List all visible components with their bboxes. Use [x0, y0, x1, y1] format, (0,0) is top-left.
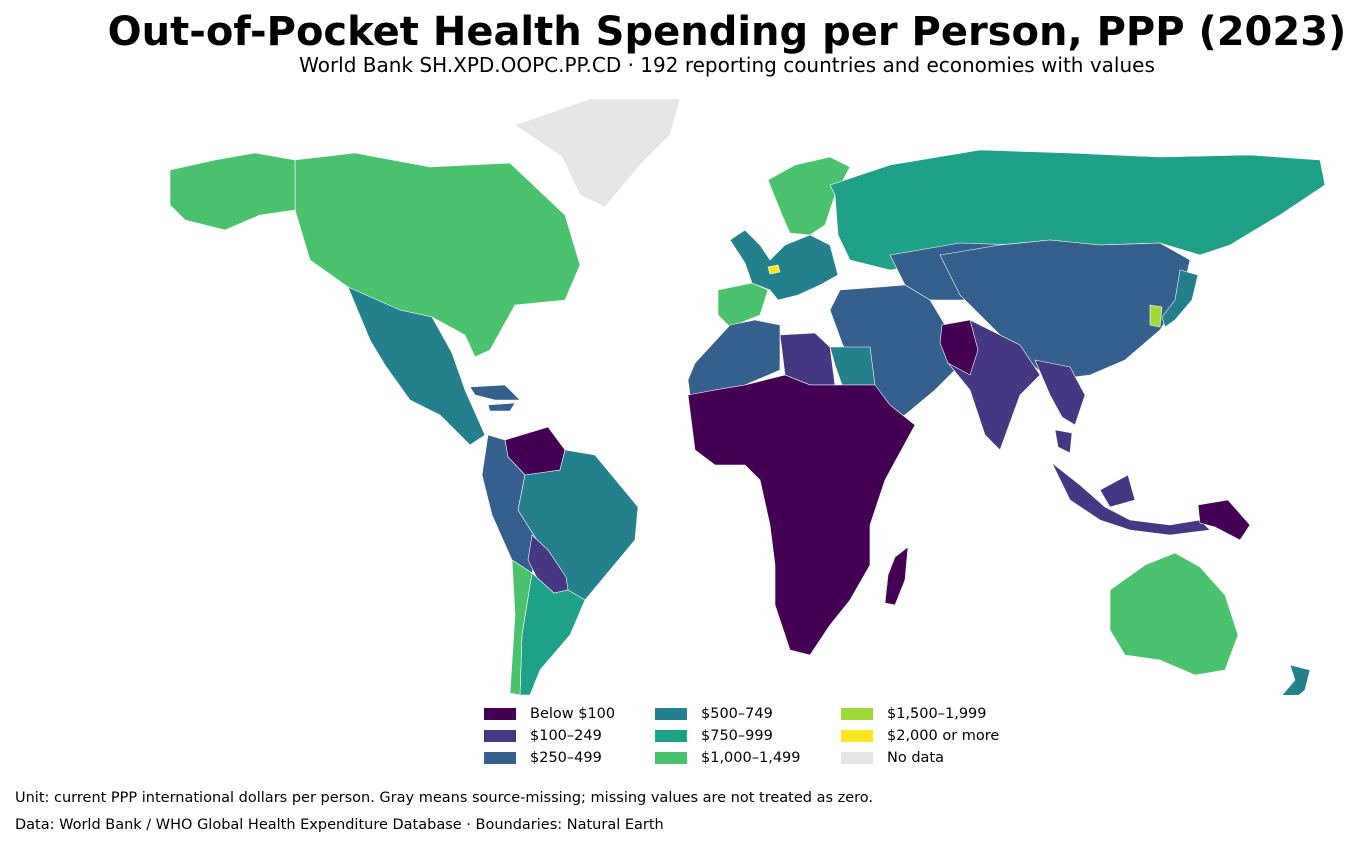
- legend-item: $250–499: [484, 748, 602, 768]
- legend-swatch: [484, 752, 516, 764]
- map-region-switzerland: [767, 264, 781, 275]
- map-region-indonesia: [1051, 462, 1211, 536]
- map-region-papua-new-guinea: [1197, 499, 1251, 541]
- legend-item: $1,500–1,999: [841, 704, 987, 724]
- legend-swatch: [484, 730, 516, 742]
- legend-label: $100–249: [530, 728, 602, 744]
- legend-label: $1,500–1,999: [887, 706, 987, 722]
- legend-swatch: [484, 708, 516, 720]
- legend-swatch: [655, 752, 687, 764]
- map-region-southeast-asia: [1034, 359, 1086, 454]
- map-region-new-zealand: [1281, 664, 1311, 695]
- map-region-japan: [1161, 269, 1199, 328]
- source-note: Data: World Bank / WHO Global Health Exp…: [15, 817, 664, 833]
- map-legend: Below $100 $100–249 $250–499 $500–749 $750–9…: [484, 704, 1044, 770]
- map-region-australia: [1109, 552, 1239, 676]
- map-region-caribbean: [469, 384, 521, 412]
- legend-item: Below $100: [484, 704, 615, 724]
- map-region-western-europe: [729, 229, 839, 301]
- map-region-russia: [829, 149, 1326, 271]
- legend-label: No data: [887, 750, 944, 766]
- map-region-chile: [509, 559, 533, 695]
- legend-item: No data: [841, 748, 944, 768]
- legend-swatch: [655, 730, 687, 742]
- map-title: Out-of-Pocket Health Spending per Person…: [107, 9, 1347, 55]
- map-region-south-korea: [1149, 304, 1163, 328]
- legend-swatch: [841, 752, 873, 764]
- legend-label: $250–499: [530, 750, 602, 766]
- map-region-sub-saharan-africa: [687, 374, 916, 656]
- legend-label: $750–999: [701, 728, 773, 744]
- legend-swatch: [655, 708, 687, 720]
- map-region-egypt: [829, 346, 876, 386]
- map-region-china-mongolia: [939, 239, 1191, 381]
- map-subtitle: World Bank SH.XPD.OOPC.PP.CD · 192 repor…: [299, 53, 1155, 77]
- unit-note: Unit: current PPP international dollars …: [15, 790, 874, 806]
- map-region-northwest-africa: [687, 319, 781, 396]
- map-region-alaska: [170, 152, 296, 231]
- legend-label: $1,000–1,499: [701, 750, 801, 766]
- map-region-greenland: [514, 98, 681, 208]
- legend-item: $1,000–1,499: [655, 748, 801, 768]
- map-region-madagascar: [884, 546, 909, 606]
- legend-swatch: [841, 708, 873, 720]
- legend-swatch: [841, 730, 873, 742]
- map-region-pakistan: [939, 319, 979, 376]
- legend-item: $750–999: [655, 726, 773, 746]
- legend-label: $500–749: [701, 706, 773, 722]
- choropleth-map: [170, 98, 1326, 695]
- legend-label: Below $100: [530, 706, 616, 722]
- map-region-iberia: [717, 282, 769, 328]
- legend-label: $2,000 or more: [887, 728, 1000, 744]
- legend-item: $500–749: [655, 704, 773, 724]
- legend-item: $100–249: [484, 726, 602, 746]
- legend-item: $2,000 or more: [841, 726, 999, 746]
- map-region-mexico-central-america: [347, 286, 486, 446]
- map-region-scandinavia: [767, 156, 851, 236]
